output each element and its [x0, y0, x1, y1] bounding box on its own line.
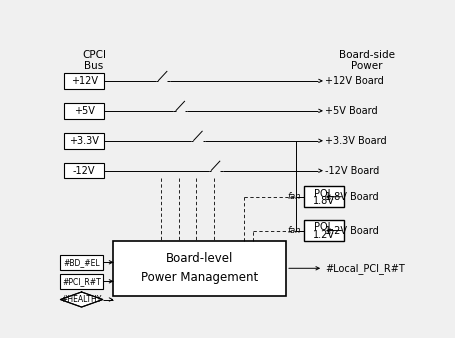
Text: +12V Board: +12V Board — [325, 76, 384, 86]
Text: #HEALTHY: #HEALTHY — [61, 295, 102, 304]
Text: POL: POL — [314, 189, 334, 199]
Text: +3.3V: +3.3V — [69, 136, 99, 146]
Polygon shape — [61, 292, 103, 307]
Text: 1.8V: 1.8V — [313, 196, 335, 207]
Text: fan: fan — [288, 192, 301, 201]
Bar — [64, 133, 105, 149]
Text: 1.2V Board: 1.2V Board — [325, 225, 379, 236]
Bar — [113, 241, 286, 296]
Text: #Local_PCI_R#T: #Local_PCI_R#T — [325, 263, 404, 274]
Bar — [61, 274, 103, 289]
Bar — [304, 220, 344, 241]
Text: Board-side
Power: Board-side Power — [339, 50, 395, 71]
Bar — [64, 163, 105, 178]
Text: -12V Board: -12V Board — [325, 166, 379, 176]
Bar — [64, 103, 105, 119]
Text: #PCI_R#T: #PCI_R#T — [62, 277, 101, 286]
Text: 1.8V Board: 1.8V Board — [325, 192, 379, 202]
Text: fan: fan — [288, 226, 301, 235]
Text: -12V: -12V — [73, 166, 96, 176]
Text: 1.2V: 1.2V — [313, 230, 335, 240]
Bar — [61, 255, 103, 270]
Text: #BD_#EL: #BD_#EL — [63, 258, 100, 267]
Text: CPCI
Bus: CPCI Bus — [82, 50, 106, 71]
Text: +5V: +5V — [74, 106, 95, 116]
Text: +5V Board: +5V Board — [325, 106, 378, 116]
Text: +12V: +12V — [71, 76, 98, 86]
Text: Board-level
Power Management: Board-level Power Management — [141, 252, 258, 284]
Text: +3.3V Board: +3.3V Board — [325, 136, 386, 146]
Bar — [64, 73, 105, 89]
Text: POL: POL — [314, 222, 334, 233]
Bar — [304, 186, 344, 207]
